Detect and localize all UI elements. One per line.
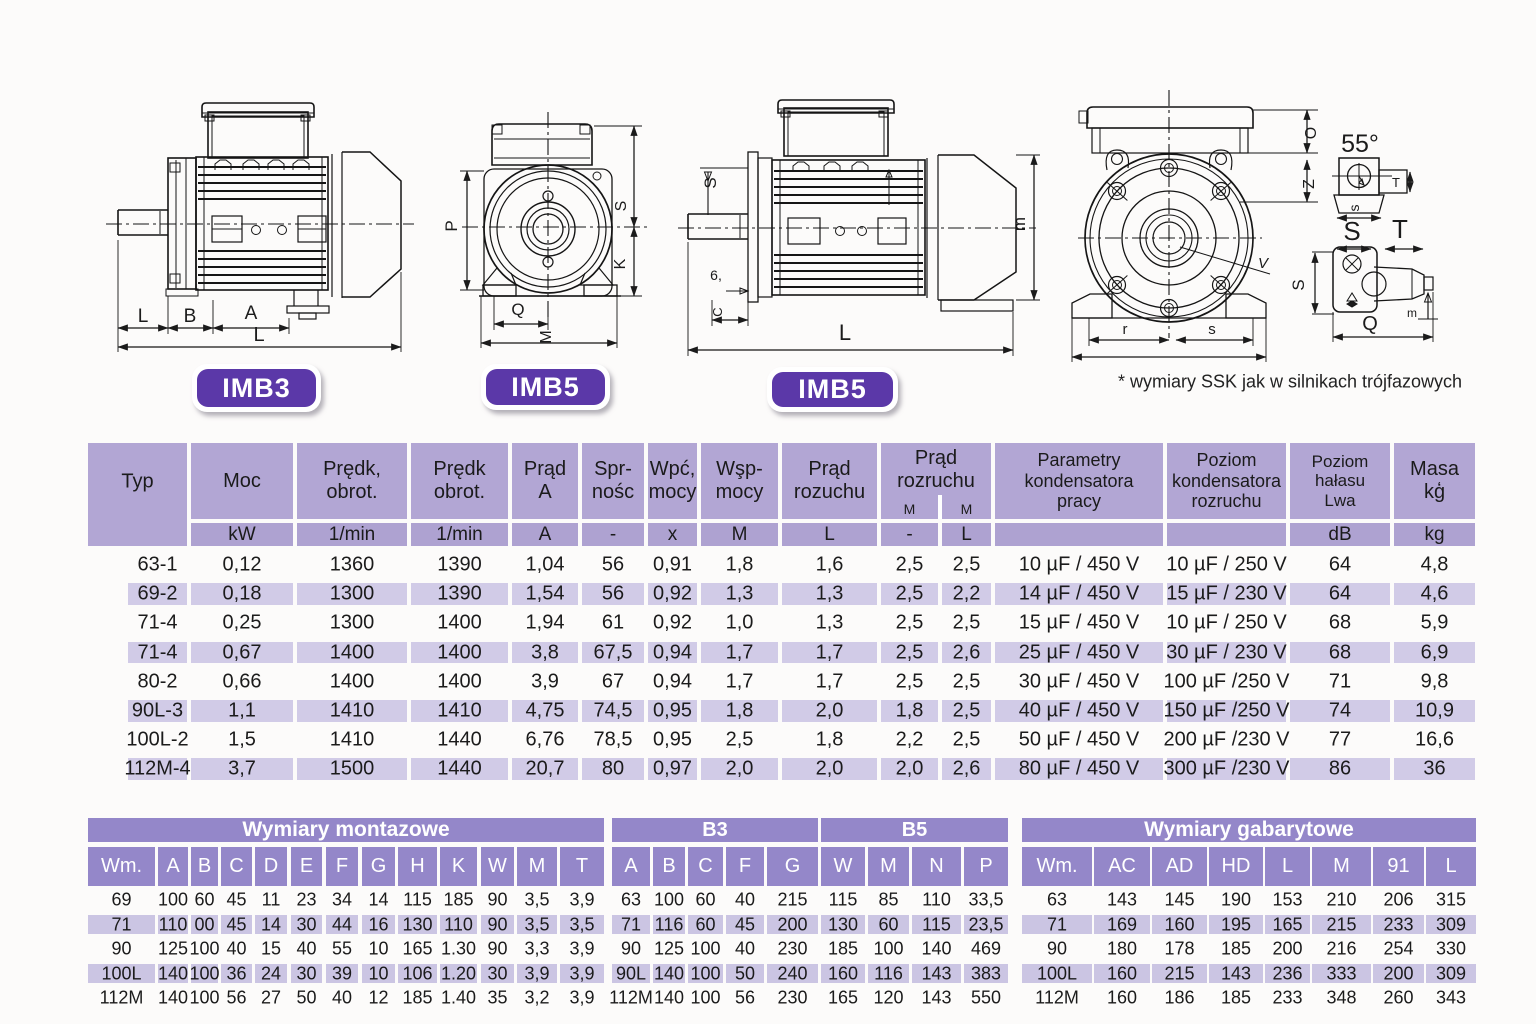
svg-text:m: m	[1010, 217, 1029, 231]
svg-text:Q: Q	[1362, 313, 1378, 335]
svg-text:T: T	[1392, 214, 1408, 244]
svg-text:M: M	[538, 330, 555, 343]
svg-text:S: S	[1343, 216, 1360, 246]
svg-text:B: B	[184, 306, 197, 327]
svg-text:Q: Q	[511, 300, 524, 319]
svg-text:K: K	[612, 258, 629, 269]
svg-text:r: r	[1123, 321, 1128, 338]
svg-text:V: V	[1258, 255, 1270, 272]
svg-text:S: S	[1289, 279, 1308, 290]
svg-text:L: L	[138, 306, 149, 327]
svg-text:6,: 6,	[710, 267, 722, 283]
svg-text:T: T	[1392, 175, 1400, 190]
svg-text:C: C	[710, 307, 725, 316]
svg-text:S: S	[613, 201, 630, 212]
svg-text:P: P	[442, 220, 461, 231]
svg-text:Z: Z	[1301, 179, 1318, 189]
svg-text:O: O	[1303, 127, 1320, 139]
svg-text:55°: 55°	[1341, 130, 1379, 158]
svg-text:s: s	[1346, 205, 1362, 212]
svg-text:m: m	[1407, 306, 1417, 320]
svg-text:S: S	[701, 177, 720, 188]
svg-text:L: L	[253, 324, 264, 346]
svg-text:s: s	[1208, 321, 1216, 338]
svg-text:A: A	[245, 303, 258, 324]
svg-text:L: L	[839, 320, 851, 345]
